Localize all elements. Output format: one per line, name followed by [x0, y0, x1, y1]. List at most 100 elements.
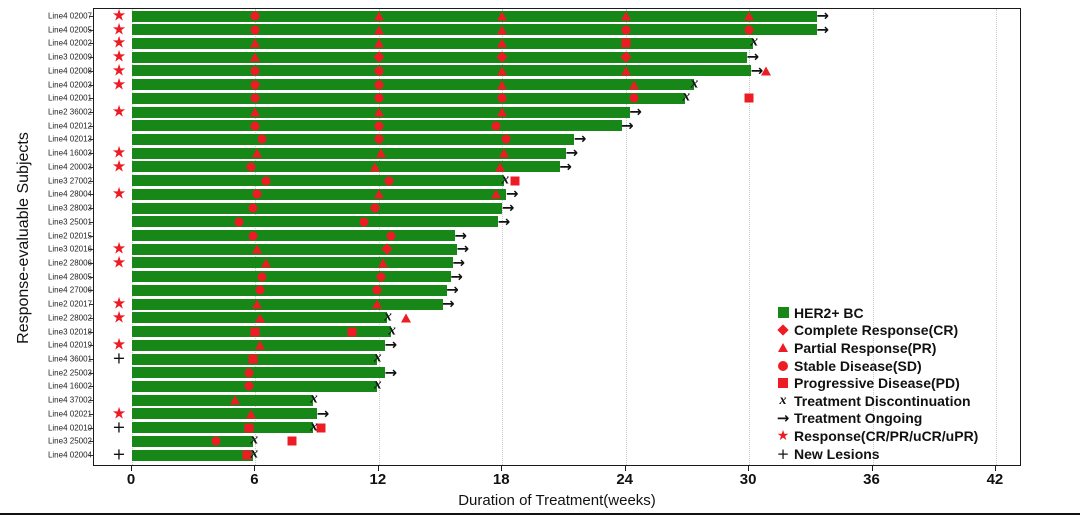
- partial-response-triangle-marker: [252, 244, 263, 254]
- treatment-duration-bar: [132, 449, 254, 461]
- partial-response-triangle-marker: [495, 162, 506, 172]
- treatment-duration-bar: [132, 422, 314, 434]
- partial-response-triangle-marker: [497, 80, 508, 90]
- treatment-discontinuation-x: x: [690, 75, 699, 92]
- y-axis-label: Line4 02005: [47, 25, 92, 35]
- stable-disease-circle-marker: [244, 368, 254, 378]
- legend-label: Complete Response(CR): [794, 322, 959, 339]
- treatment-duration-bar: [132, 243, 457, 255]
- black-arrow-icon: →: [776, 409, 790, 428]
- legend-item: + New Lesions: [772, 445, 978, 463]
- treatment-discontinuation-x: x: [310, 390, 318, 407]
- treatment-ongoing-arrow: →: [629, 102, 642, 121]
- stable-disease-circle-marker: [386, 231, 396, 241]
- response-star-marker: ★: [111, 252, 127, 272]
- treatment-duration-bar: [132, 51, 748, 63]
- y-axis-label: Line3 02009: [47, 52, 92, 62]
- stable-disease-circle-marker: [374, 66, 384, 76]
- partial-response-triangle-marker: [491, 189, 502, 199]
- treatment-duration-bar: [132, 202, 503, 214]
- stable-disease-circle-marker: [497, 93, 507, 103]
- gridline-week-42: [995, 9, 997, 465]
- black-plus-icon: +: [776, 444, 790, 463]
- treatment-discontinuation-x: x: [310, 418, 318, 435]
- y-axis-tick: [89, 153, 93, 155]
- treatment-ongoing-arrow: →: [505, 184, 519, 203]
- stable-disease-circle-marker: [248, 231, 258, 241]
- treatment-ongoing-arrow: →: [501, 198, 515, 217]
- x-axis-tick-label: 36: [863, 471, 880, 488]
- black-x-icon: x: [779, 392, 787, 408]
- partial-response-triangle-marker: [250, 38, 261, 48]
- stable-disease-circle-marker: [250, 11, 260, 21]
- partial-response-triangle-marker: [371, 299, 382, 309]
- y-axis-label: Line3 02016: [47, 244, 92, 254]
- partial-response-triangle-marker: [250, 107, 261, 117]
- stable-disease-circle-marker: [248, 203, 258, 213]
- y-axis-tick: [89, 125, 93, 127]
- treatment-duration-bar: [132, 133, 575, 145]
- treatment-duration-bar: [132, 10, 817, 22]
- stable-disease-circle-marker: [359, 217, 369, 227]
- new-lesions-plus-marker: +: [112, 444, 126, 464]
- stable-disease-circle-marker: [252, 189, 262, 199]
- treatment-ongoing-arrow: →: [816, 6, 830, 25]
- stable-disease-circle-marker: [501, 134, 511, 144]
- stable-disease-circle-marker: [246, 162, 256, 172]
- x-axis-tick: [377, 466, 379, 471]
- x-axis-tick-label: 0: [126, 471, 136, 488]
- y-axis-tick: [89, 359, 93, 360]
- partial-response-triangle-marker: [373, 38, 384, 48]
- legend-glyph: [772, 307, 794, 319]
- partial-response-triangle-marker: [260, 258, 271, 268]
- legend-item: → Treatment Ongoing: [772, 409, 978, 428]
- y-axis-tick: [89, 400, 93, 402]
- y-axis-tick: [89, 139, 93, 141]
- y-axis-tick: [89, 372, 93, 374]
- stable-disease-circle-marker: [250, 25, 260, 35]
- progressive-disease-square-marker: [248, 354, 258, 364]
- y-axis-label: Line2 25003: [47, 368, 92, 378]
- y-axis-tick: [89, 455, 93, 457]
- partial-response-triangle-marker: [254, 340, 265, 350]
- treatment-duration-bar: [132, 79, 694, 91]
- y-axis-tick: [89, 57, 93, 59]
- y-axis-label: Line4 37002: [47, 395, 92, 405]
- stable-disease-circle-marker: [370, 203, 380, 213]
- y-axis-tick: [89, 262, 93, 264]
- y-axis-tick: [89, 317, 93, 319]
- stable-disease-circle-marker: [257, 134, 267, 144]
- y-axis-label: Line4 02001: [47, 93, 92, 103]
- gridline-week-36: [872, 9, 874, 465]
- x-axis-tick: [254, 466, 256, 471]
- y-axis-label: Line2 28006: [47, 258, 92, 268]
- response-star-marker: ★: [111, 184, 127, 204]
- partial-response-triangle-marker: [250, 52, 261, 62]
- y-axis-tick: [89, 290, 93, 292]
- treatment-ongoing-arrow: →: [450, 266, 463, 285]
- red-square-icon: [778, 378, 788, 389]
- treatment-ongoing-arrow: →: [746, 47, 760, 66]
- treatment-duration-bar: [132, 298, 443, 310]
- partial-response-triangle-marker: [369, 162, 380, 172]
- partial-response-triangle-marker: [252, 299, 263, 309]
- y-axis-label: Line4 28005: [47, 272, 92, 282]
- y-axis-tick: [89, 166, 93, 168]
- figure-bottom-border: [0, 513, 1080, 515]
- response-star-marker: ★: [111, 74, 127, 94]
- stable-disease-circle-marker: [491, 121, 501, 131]
- legend-label: HER2+ BC: [794, 304, 864, 321]
- y-axis-label: Line4 02002: [47, 38, 92, 48]
- treatment-discontinuation-x: x: [501, 171, 510, 188]
- partial-response-triangle-marker: [497, 38, 508, 48]
- y-axis-tick: [89, 194, 93, 196]
- response-star-marker: ★: [111, 156, 127, 176]
- partial-response-triangle-marker: [400, 313, 411, 323]
- progressive-disease-square-marker: [510, 176, 520, 186]
- treatment-duration-bar: [132, 367, 385, 379]
- treatment-discontinuation-x: x: [384, 308, 392, 325]
- y-axis-label: Line2 02017: [47, 299, 92, 309]
- y-axis-label: Line4 16002: [47, 381, 92, 391]
- plot-area: Line4 02007 ★ → Line4 02005 ★ → Line4 02002 ★ x L…: [48, 6, 1021, 466]
- treatment-ongoing-arrow: →: [384, 362, 398, 381]
